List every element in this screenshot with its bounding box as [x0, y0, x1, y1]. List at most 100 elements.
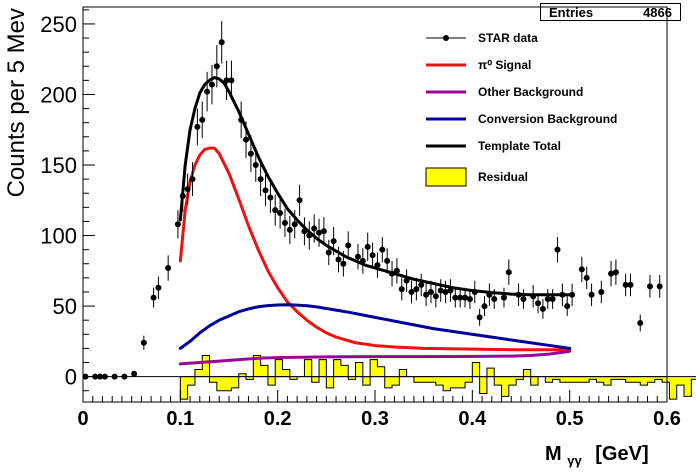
data-marker	[194, 123, 201, 130]
data-marker	[423, 291, 430, 298]
data-point	[174, 210, 181, 239]
data-marker	[539, 305, 546, 312]
data-point	[306, 221, 313, 250]
data-point	[622, 273, 629, 297]
data-marker	[218, 39, 225, 46]
legend-label: Residual	[478, 170, 528, 184]
data-marker	[364, 243, 371, 250]
data-marker	[345, 242, 352, 249]
data-marker	[257, 176, 264, 183]
x-axis-title-main: M	[545, 443, 562, 465]
data-marker	[354, 253, 361, 260]
data-point	[194, 108, 201, 146]
data-marker	[184, 185, 191, 192]
data-point	[208, 64, 215, 105]
data-point	[403, 269, 410, 292]
data-point	[549, 289, 556, 309]
y-axis-title: Counts per 5 Mev	[3, 8, 30, 197]
data-point	[608, 260, 615, 287]
data-marker	[442, 288, 449, 295]
data-layer	[82, 21, 663, 380]
data-point	[627, 273, 634, 297]
data-marker	[369, 252, 376, 259]
data-point	[257, 162, 264, 197]
data-point	[432, 284, 439, 308]
data-marker	[656, 283, 663, 290]
data-marker	[223, 77, 230, 84]
x-tick-label: 0.4	[458, 408, 487, 430]
legend-item: Other Background	[426, 85, 583, 99]
data-marker	[277, 209, 284, 216]
x-tick-label: 0.1	[166, 408, 194, 430]
data-point	[345, 231, 352, 260]
data-point	[583, 266, 590, 290]
residual-histogram	[179, 354, 696, 400]
data-marker	[612, 269, 619, 276]
y-tick-label: 100	[40, 224, 77, 249]
data-point	[335, 246, 342, 273]
data-point	[500, 287, 507, 308]
data-point	[398, 277, 405, 301]
data-point	[325, 239, 332, 266]
stats-label: Entries	[549, 4, 594, 20]
legend-item: Conversion Background	[426, 112, 617, 126]
data-marker	[179, 193, 186, 200]
data-marker	[262, 187, 269, 194]
residual-layer	[179, 354, 696, 400]
data-point	[374, 252, 381, 278]
data-marker	[243, 136, 250, 143]
data-point	[320, 217, 327, 246]
data-point	[544, 289, 551, 309]
data-marker	[598, 288, 605, 295]
data-marker	[174, 221, 181, 228]
data-point	[150, 287, 157, 308]
data-point	[564, 296, 571, 316]
data-marker	[252, 162, 259, 168]
data-point	[330, 227, 337, 256]
data-marker	[150, 294, 157, 301]
data-marker	[471, 288, 478, 295]
other-background-curve	[178, 349, 572, 366]
data-marker	[622, 281, 629, 288]
data-point	[252, 148, 259, 182]
data-point	[413, 277, 420, 301]
legend-item: π⁰ Signal	[426, 58, 531, 72]
data-marker	[544, 296, 551, 303]
legend-swatch	[425, 167, 467, 187]
data-point	[354, 244, 361, 270]
data-marker	[486, 291, 493, 298]
data-point	[301, 217, 308, 246]
data-marker	[213, 63, 220, 70]
data-marker	[359, 257, 366, 264]
data-marker	[306, 232, 313, 239]
data-point	[578, 256, 585, 283]
data-marker	[432, 293, 439, 300]
conversion-background-curve	[178, 303, 572, 350]
data-point	[389, 260, 396, 287]
data-marker	[588, 291, 595, 298]
data-point	[539, 299, 546, 319]
data-marker	[559, 291, 566, 298]
data-point	[262, 174, 269, 206]
data-point	[530, 284, 537, 308]
data-marker	[384, 257, 391, 264]
data-point	[427, 280, 434, 304]
legend-item: Template Total	[426, 139, 561, 153]
data-marker	[491, 296, 498, 303]
legend-label: Conversion Background	[478, 112, 617, 126]
data-marker	[505, 269, 512, 276]
signal-curve	[178, 146, 572, 352]
data-marker	[530, 293, 537, 300]
plot-frame	[82, 6, 668, 403]
curve-layer	[178, 76, 572, 366]
data-point	[598, 280, 605, 304]
data-marker	[569, 291, 576, 298]
data-point	[476, 308, 483, 326]
data-marker	[301, 228, 308, 235]
data-point	[281, 208, 288, 237]
data-marker	[418, 281, 425, 288]
data-marker	[403, 277, 410, 284]
data-point	[569, 283, 576, 307]
template-total-curve	[178, 76, 572, 297]
